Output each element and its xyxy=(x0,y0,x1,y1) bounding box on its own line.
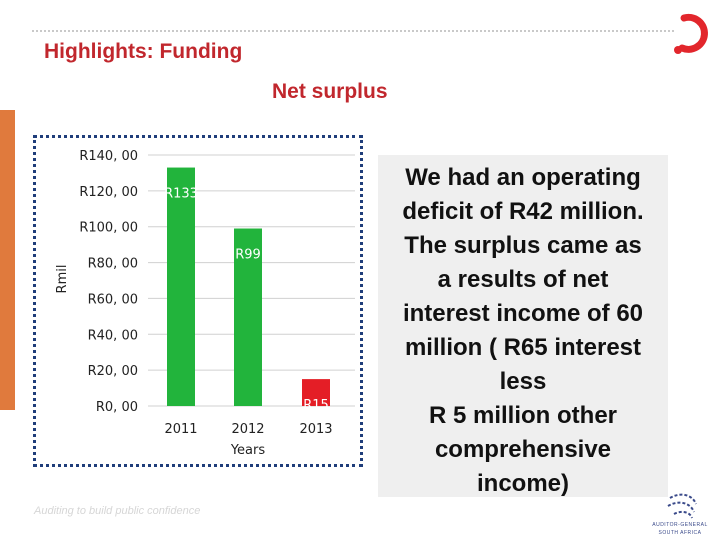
chart-title: Net surplus xyxy=(272,80,388,103)
agsa-logo: AUDITOR-GENERAL SOUTH AFRICA xyxy=(640,490,720,540)
data-label: R99 xyxy=(235,248,261,263)
slide-title: Highlights: Funding xyxy=(44,40,243,63)
logo-mark-icon xyxy=(667,493,697,519)
y-tick-label: R100, 00 xyxy=(79,221,138,236)
x-axis-title: Years xyxy=(230,443,266,458)
bar-2012 xyxy=(234,228,262,406)
logo-line-2: SOUTH AFRICA xyxy=(658,530,702,536)
data-label: R15 xyxy=(303,398,329,413)
footer-tagline: Auditing to build public confidence xyxy=(34,505,201,517)
x-tick-label: 2013 xyxy=(299,422,332,437)
y-tick-label: R80, 00 xyxy=(88,257,138,272)
y-tick-label: R60, 00 xyxy=(88,292,138,307)
y-tick-label: R20, 00 xyxy=(88,364,138,379)
bar-2011 xyxy=(167,167,195,406)
y-tick-label: R40, 00 xyxy=(88,328,138,343)
commentary-text: We had an operating deficit of R42 milli… xyxy=(402,164,644,497)
commentary-panel: We had an operating deficit of R42 milli… xyxy=(378,155,668,497)
chart-frame xyxy=(33,135,363,467)
y-tick-label: R120, 00 xyxy=(79,185,138,200)
x-tick-label: 2011 xyxy=(164,422,197,437)
y-axis-title: Rmil xyxy=(55,265,70,294)
y-tick-label: R0, 00 xyxy=(96,400,138,415)
bar-2013 xyxy=(302,379,330,406)
header-divider xyxy=(32,30,674,32)
logo-line-1: AUDITOR-GENERAL xyxy=(652,522,708,528)
brand-swirl-icon xyxy=(674,13,708,54)
x-tick-label: 2012 xyxy=(231,422,264,437)
y-tick-label: R140, 00 xyxy=(79,149,138,164)
left-accent-bar xyxy=(0,110,15,410)
data-label: R133 xyxy=(164,187,198,202)
